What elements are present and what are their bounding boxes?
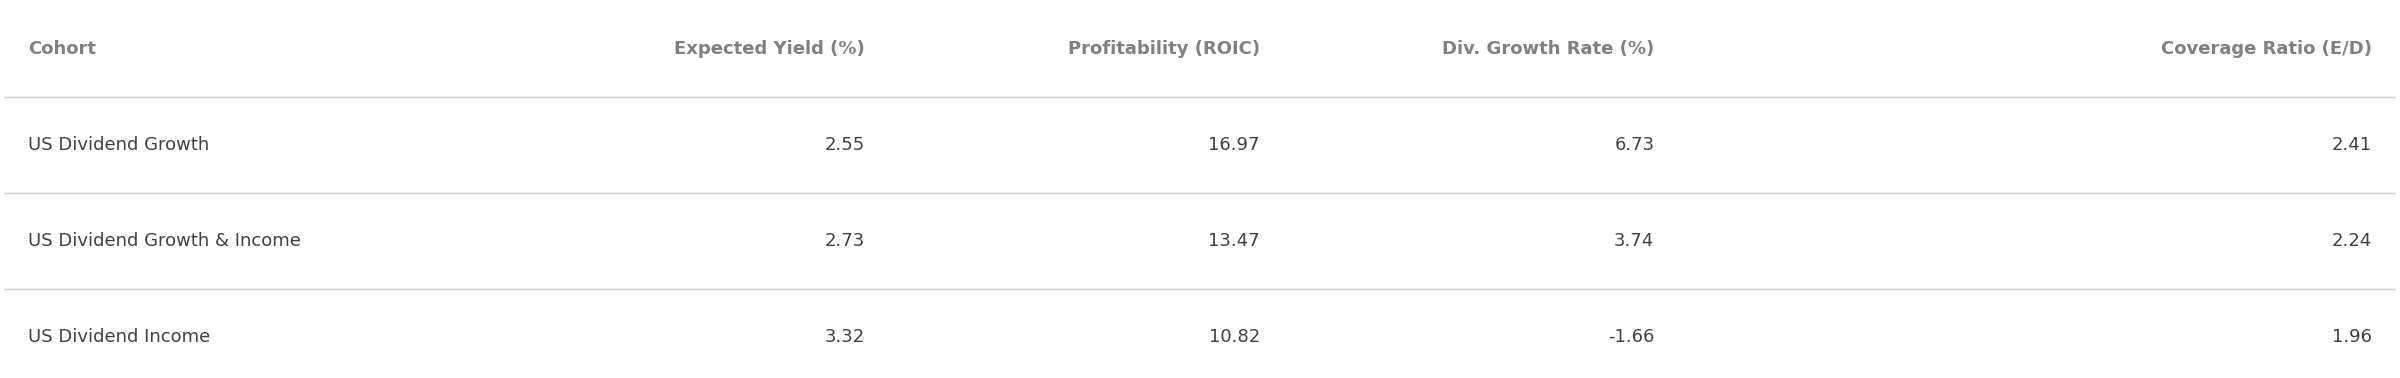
Text: 2.55: 2.55 <box>826 136 864 153</box>
Text: US Dividend Income: US Dividend Income <box>29 328 211 346</box>
Text: 2.73: 2.73 <box>826 232 864 250</box>
Text: 13.47: 13.47 <box>1207 232 1260 250</box>
Text: Expected Yield (%): Expected Yield (%) <box>674 40 864 57</box>
Text: Profitability (ROIC): Profitability (ROIC) <box>1068 40 1260 57</box>
Text: 1.96: 1.96 <box>2333 328 2371 346</box>
Text: -1.66: -1.66 <box>1608 328 1654 346</box>
Text: Cohort: Cohort <box>29 40 96 57</box>
Text: Coverage Ratio (E/D): Coverage Ratio (E/D) <box>2160 40 2371 57</box>
Text: 3.74: 3.74 <box>1615 232 1654 250</box>
Text: 10.82: 10.82 <box>1210 328 1260 346</box>
Text: 16.97: 16.97 <box>1207 136 1260 153</box>
Text: 2.24: 2.24 <box>2333 232 2371 250</box>
Text: 6.73: 6.73 <box>1615 136 1654 153</box>
Text: Div. Growth Rate (%): Div. Growth Rate (%) <box>1442 40 1654 57</box>
Text: US Dividend Growth & Income: US Dividend Growth & Income <box>29 232 300 250</box>
Text: 2.41: 2.41 <box>2333 136 2371 153</box>
Text: US Dividend Growth: US Dividend Growth <box>29 136 209 153</box>
Text: 3.32: 3.32 <box>826 328 864 346</box>
